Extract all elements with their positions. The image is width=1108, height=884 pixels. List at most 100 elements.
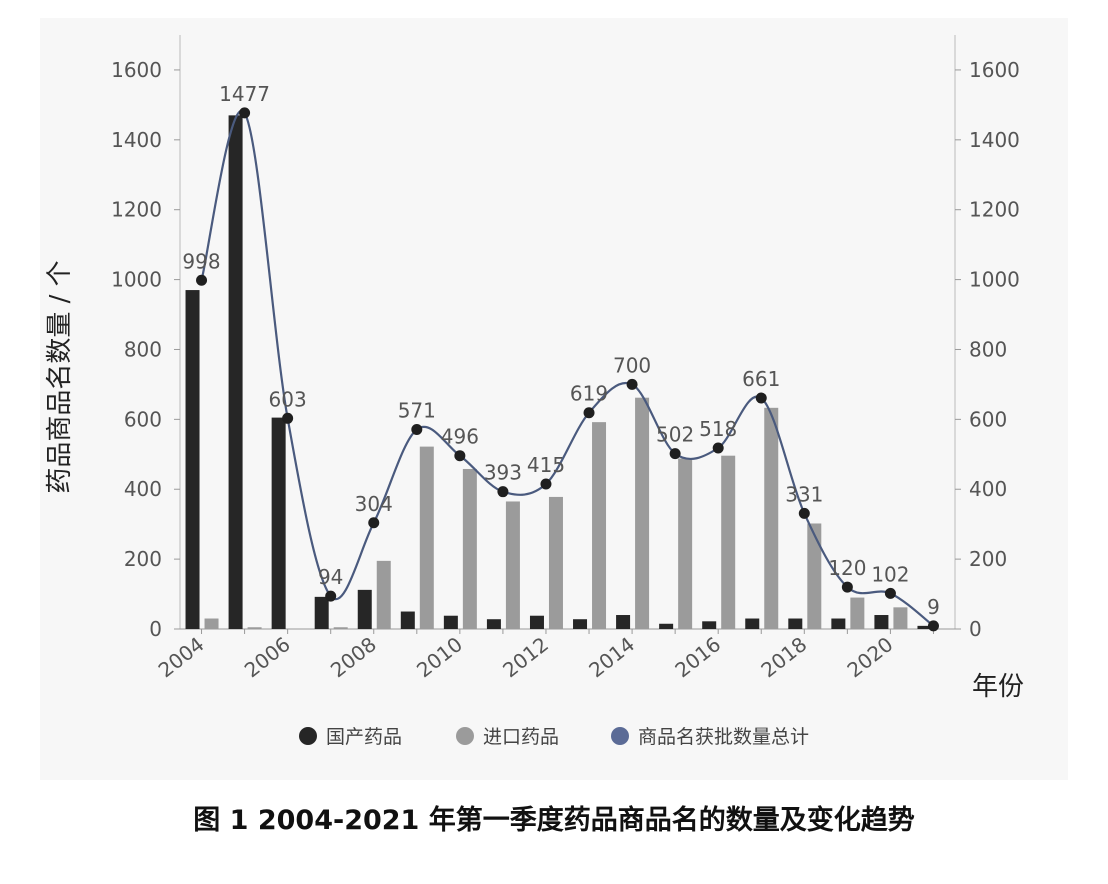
bar-domestic <box>443 615 458 629</box>
bar-imported <box>635 397 650 629</box>
x-tick-label: 2008 <box>326 632 381 682</box>
bar-domestic <box>831 618 846 629</box>
x-tick-label: 2006 <box>240 632 295 682</box>
bar-imported <box>204 618 219 629</box>
bar-imported <box>592 422 607 629</box>
y-tick-label-right: 800 <box>969 337 1007 361</box>
y-tick-label-right: 200 <box>969 547 1007 571</box>
x-tick-label: 2012 <box>498 632 553 682</box>
legend-marker <box>611 727 629 745</box>
bar-domestic <box>573 619 588 629</box>
total-data-label: 94 <box>318 565 343 589</box>
total-point <box>325 590 337 602</box>
total-line <box>196 107 939 632</box>
total-point <box>841 581 853 593</box>
total-data-label: 502 <box>656 423 694 447</box>
total-data-label: 518 <box>699 417 737 441</box>
y-tick-label-left: 1600 <box>111 58 162 82</box>
y-tick-label-left: 1200 <box>111 198 162 222</box>
y-tick-label-right: 1000 <box>969 268 1020 292</box>
y-tick-label-left: 200 <box>124 547 162 571</box>
total-point <box>282 412 294 424</box>
bar-imported <box>764 407 779 629</box>
x-tick-label: 2020 <box>843 632 898 682</box>
legend-marker <box>456 727 474 745</box>
total-point <box>540 478 552 490</box>
bar-imported <box>850 597 865 629</box>
y-tick-label-right: 400 <box>969 477 1007 501</box>
x-tick-label: 2016 <box>670 632 725 682</box>
bar-imported <box>333 627 348 629</box>
total-data-label: 661 <box>742 367 780 391</box>
bar-domestic <box>357 589 372 629</box>
bar-imported <box>807 523 822 629</box>
bars <box>185 115 932 630</box>
legend-marker <box>299 727 317 745</box>
chart-panel: 998 1477 603 94 304 571 496 393 415 619 700 502 518 6… <box>40 18 1068 780</box>
total-data-label: 102 <box>871 562 909 586</box>
bar-imported <box>462 468 477 629</box>
total-data-label: 700 <box>613 353 651 377</box>
total-data-label: 998 <box>182 249 220 273</box>
bar-domestic <box>874 615 889 629</box>
total-point <box>712 442 724 454</box>
legend: 国产药品 进口药品 商品名获批数量总计 <box>299 726 809 748</box>
bar-domestic <box>702 621 717 629</box>
total-point <box>884 587 896 599</box>
bar-domestic <box>659 623 674 629</box>
bar-domestic <box>185 290 200 629</box>
total-point <box>368 517 380 529</box>
total-data-label: 619 <box>570 382 608 406</box>
tick-labels: 0 0 200 200 400 400 600 600 800 800 1000 1000 1200 12… <box>111 58 1020 682</box>
x-tick-label: 2010 <box>412 632 467 682</box>
bar-imported <box>678 458 693 629</box>
bar-imported <box>419 446 434 629</box>
total-point <box>798 507 810 519</box>
x-axis-label: 年份 <box>972 672 1024 702</box>
bar-imported <box>247 627 262 629</box>
y-tick-label-right: 1600 <box>969 58 1020 82</box>
y-tick-label-left: 0 <box>149 617 162 641</box>
total-point <box>239 107 251 119</box>
total-line-path <box>200 109 935 627</box>
total-point <box>626 378 638 390</box>
y-tick-label-right: 1200 <box>969 198 1020 222</box>
total-data-label: 331 <box>785 482 823 506</box>
bar-domestic <box>271 417 286 629</box>
x-tick-label: 2014 <box>584 632 639 682</box>
bar-domestic <box>486 619 501 629</box>
y-tick-label-right: 1400 <box>969 128 1020 152</box>
total-point <box>927 620 939 632</box>
total-point <box>196 274 208 286</box>
bar-imported <box>893 607 908 629</box>
y-tick-label-left: 800 <box>124 337 162 361</box>
total-data-label: 9 <box>927 595 940 619</box>
y-tick-label-left: 1000 <box>111 268 162 292</box>
bar-domestic <box>529 615 544 629</box>
axes <box>174 35 961 634</box>
total-data-label: 571 <box>398 398 436 422</box>
bar-domestic <box>616 615 631 629</box>
y-tick-label-right: 600 <box>969 407 1007 431</box>
y-tick-label-left: 400 <box>124 477 162 501</box>
bar-imported <box>505 501 520 629</box>
total-point <box>454 450 466 462</box>
total-data-label: 415 <box>527 453 565 477</box>
y-tick-label-right: 0 <box>969 617 982 641</box>
legend-label: 商品名获批数量总计 <box>638 726 809 748</box>
y-tick-label-left: 600 <box>124 407 162 431</box>
total-point <box>755 392 767 404</box>
bar-domestic <box>400 611 415 629</box>
total-point <box>583 407 595 419</box>
x-tick-label: 2018 <box>756 632 811 682</box>
y-axis-label: 药品商品名数量 / 个 <box>45 260 75 493</box>
bar-domestic <box>788 618 803 629</box>
bar-domestic <box>745 618 760 629</box>
legend-label: 进口药品 <box>483 726 559 748</box>
bar-imported <box>548 496 563 629</box>
figure-caption: 图 1 2004-2021 年第一季度药品商品名的数量及变化趋势 <box>193 805 915 836</box>
bar-imported <box>721 455 736 629</box>
legend-label: 国产药品 <box>326 726 402 748</box>
